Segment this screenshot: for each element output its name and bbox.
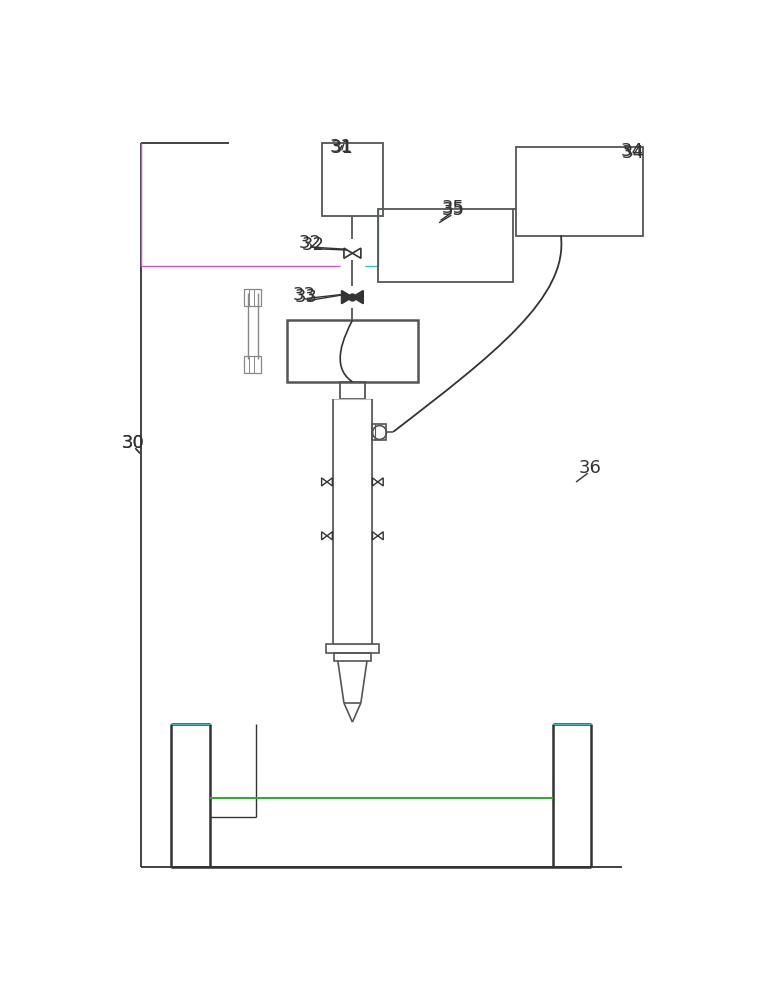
Text: 35: 35 — [442, 199, 465, 217]
Text: 33: 33 — [295, 288, 318, 306]
Text: 30: 30 — [121, 434, 144, 452]
Bar — [322, 143, 383, 216]
Bar — [372, 424, 386, 440]
Text: 32: 32 — [301, 236, 325, 254]
Polygon shape — [352, 291, 363, 304]
Text: 32: 32 — [298, 234, 322, 252]
Text: 35: 35 — [442, 201, 465, 219]
Bar — [378, 209, 513, 282]
Polygon shape — [342, 291, 352, 304]
Text: 33: 33 — [293, 286, 316, 304]
Bar — [244, 356, 261, 373]
Bar — [244, 289, 261, 306]
Bar — [326, 644, 379, 653]
Bar — [287, 320, 418, 382]
Bar — [517, 147, 644, 235]
Text: 34: 34 — [622, 144, 645, 162]
Text: 31: 31 — [331, 139, 354, 157]
Text: 31: 31 — [329, 138, 352, 156]
Bar — [334, 653, 371, 661]
Text: 36: 36 — [579, 459, 601, 477]
Text: 34: 34 — [621, 142, 643, 160]
Bar — [340, 382, 365, 399]
Text: 30: 30 — [121, 434, 144, 452]
Bar — [333, 399, 372, 644]
